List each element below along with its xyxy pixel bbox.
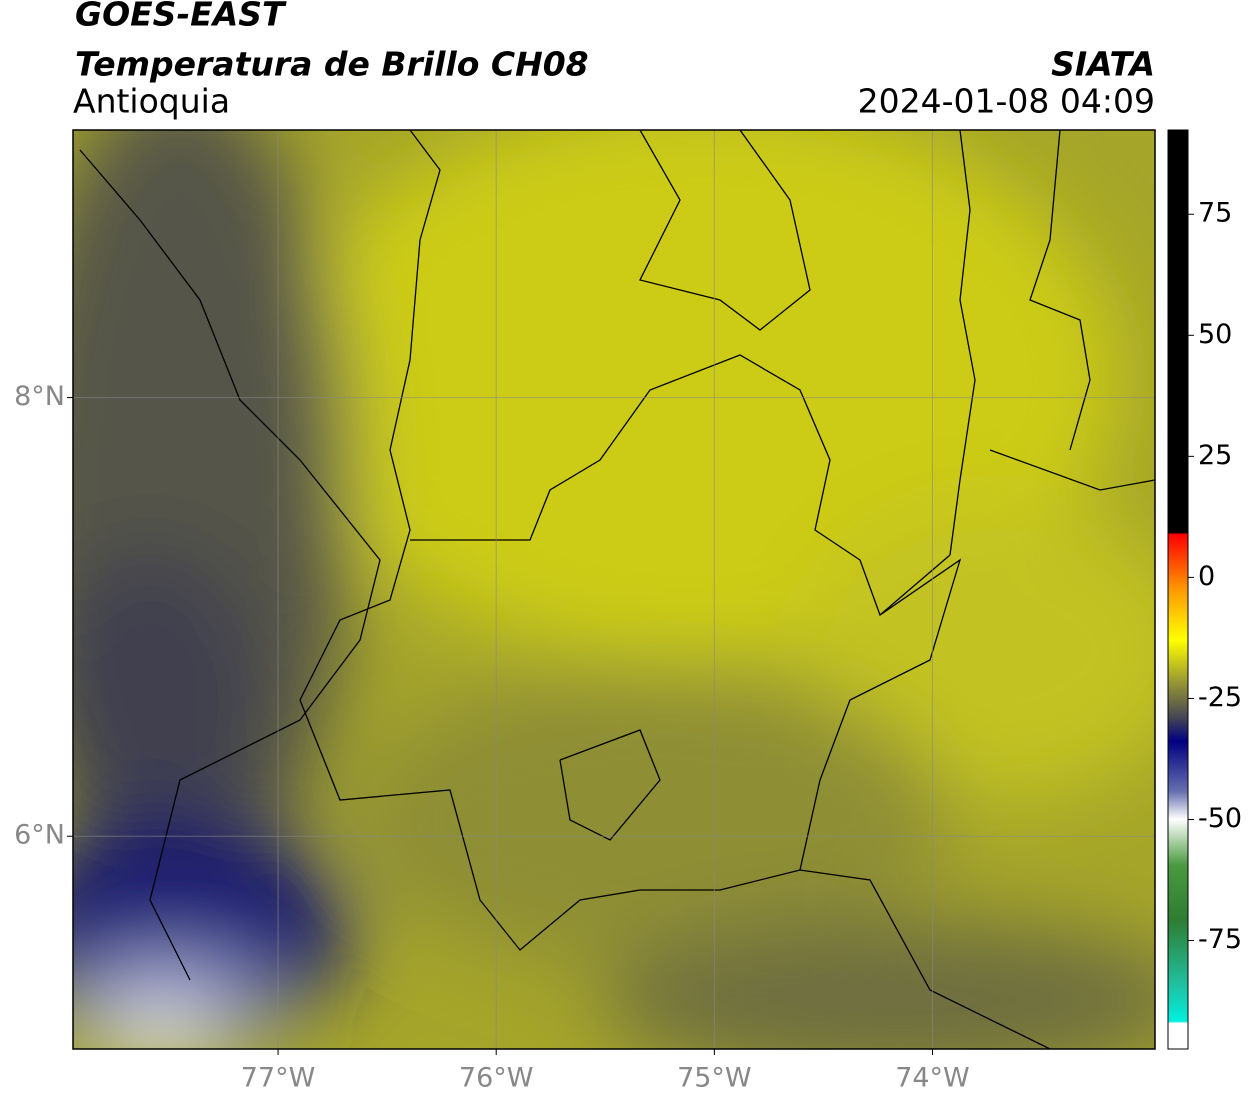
map-frame [72,129,1156,1050]
x-tick-label: 77°W [241,1063,316,1094]
y-tick-label: 6°N [14,820,65,851]
region: Antioquia [73,82,230,121]
colorbar-tick-label: 25 [1198,440,1232,471]
colorbar-tick-label: -25 [1198,682,1242,713]
title: GOES-EAST [75,0,287,34]
colorbar-tick-label: -50 [1198,803,1242,834]
map-image [73,130,1155,1049]
subtitle: Temperatura de Brillo CH08 [75,45,589,84]
x-tick-label: 76°W [459,1063,534,1094]
colorbar-tick-label: 75 [1198,198,1232,229]
colorbar [1167,129,1189,1050]
colorbar-tick-label: 0 [1198,561,1215,592]
colorbar-tick-label: -75 [1198,924,1242,955]
y-tick-label: 8°N [14,381,65,412]
x-tick-label: 74°W [895,1063,970,1094]
source: SIATA [1051,45,1155,84]
datetime: 2024-01-08 04:09 [858,82,1155,121]
colorbar-tick-label: 50 [1198,319,1232,350]
x-tick-label: 75°W [677,1063,752,1094]
